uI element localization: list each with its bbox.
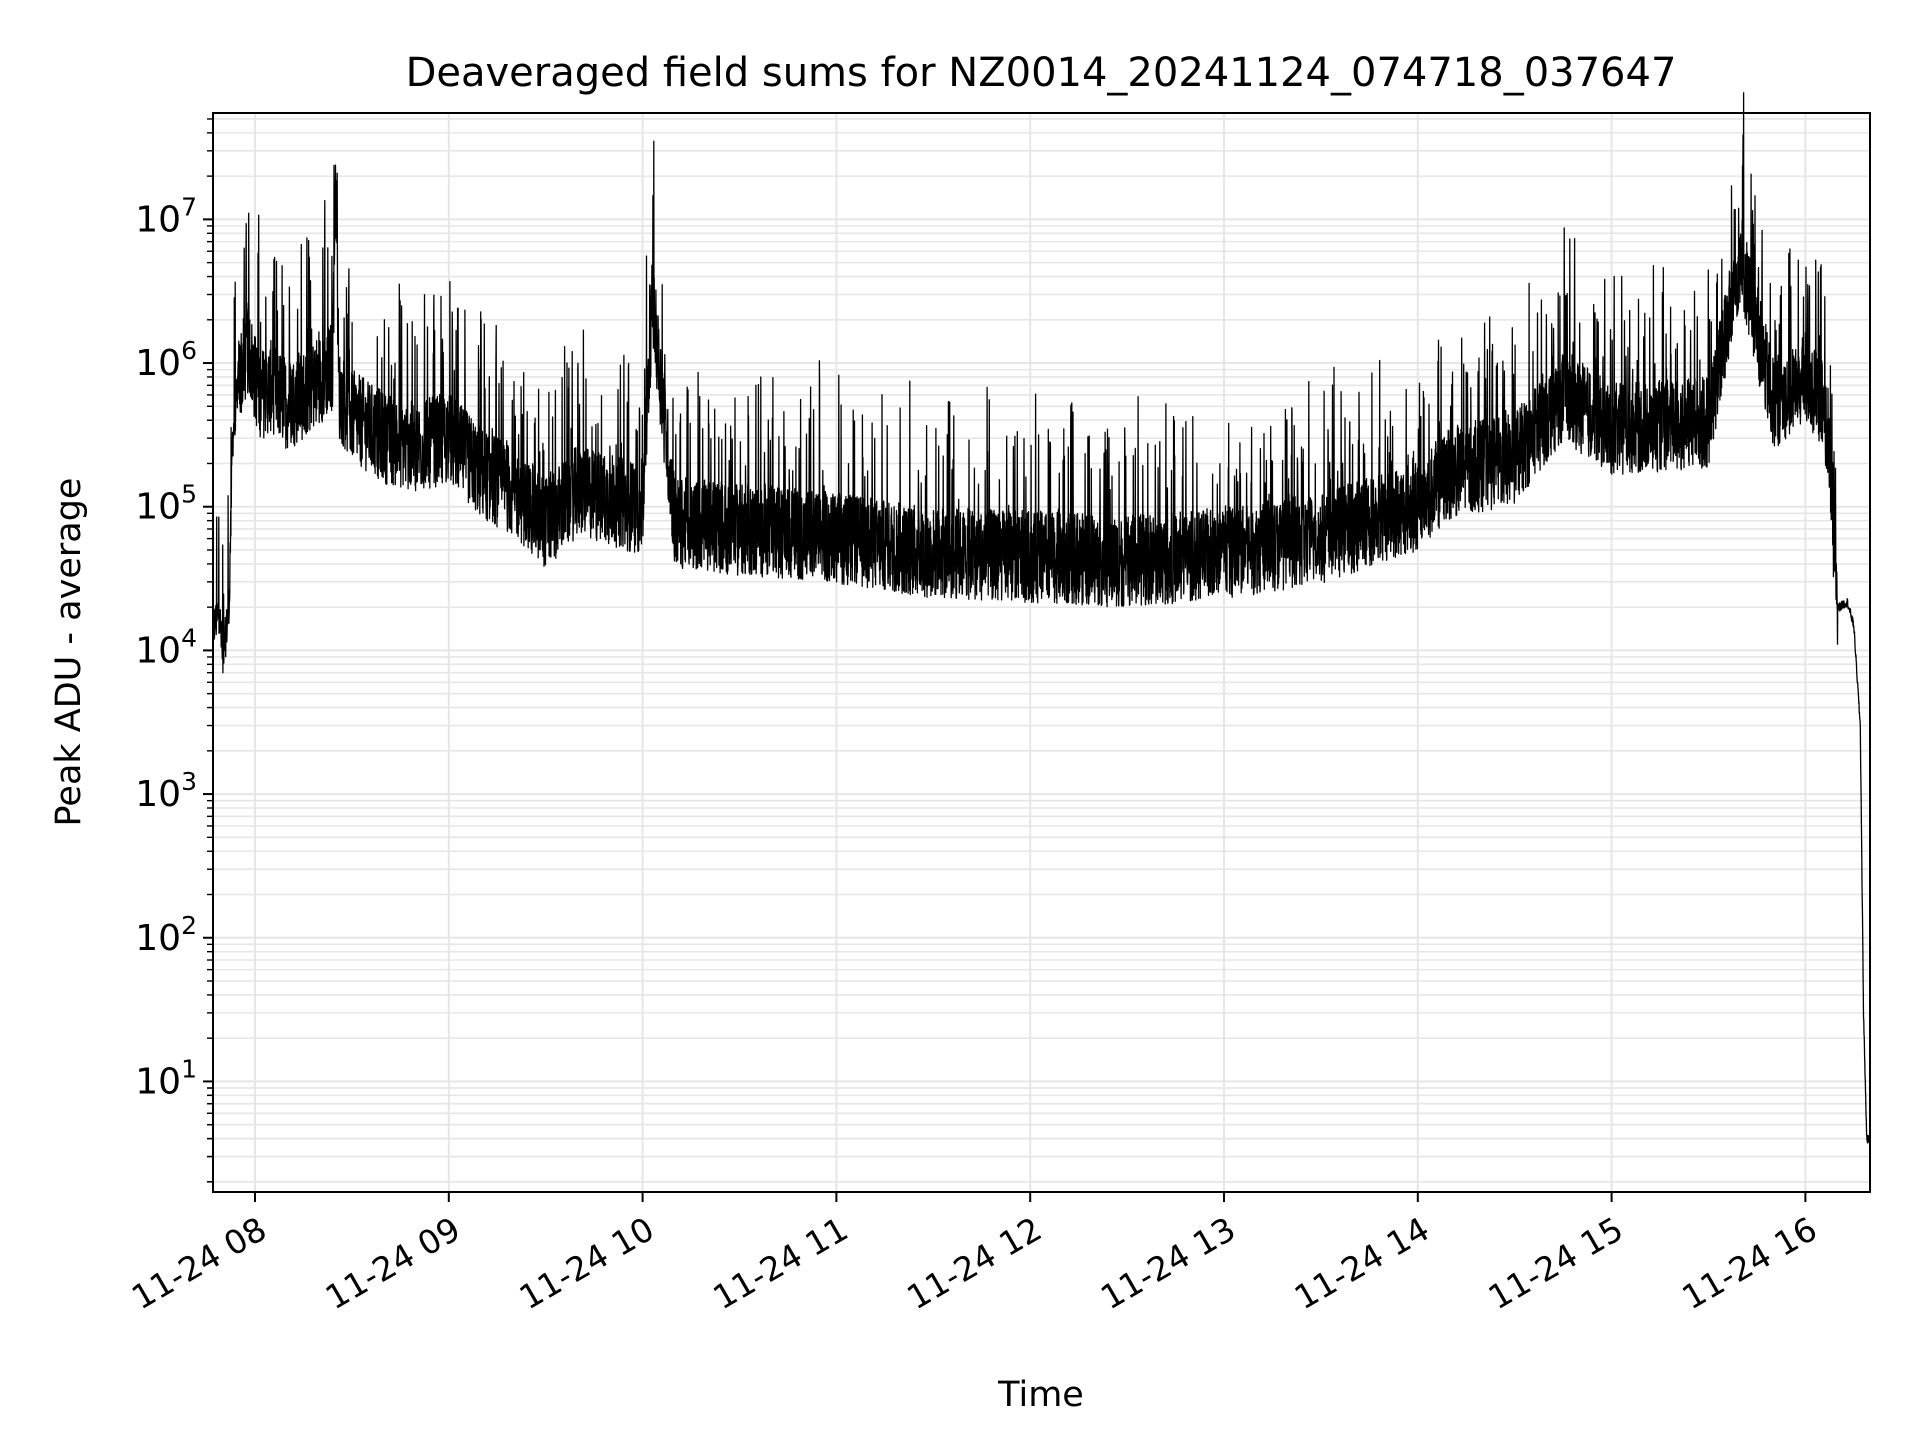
- y-tick-label: 107: [135, 192, 197, 240]
- y-tick-label: 102: [135, 911, 197, 959]
- y-tick-label: 101: [135, 1054, 197, 1102]
- series-line: [212, 92, 1871, 1145]
- y-tick-label: 104: [135, 623, 197, 671]
- x-axis-label: Time: [997, 1375, 1084, 1415]
- series-line-group: [212, 92, 1871, 1145]
- grid-lines: [213, 113, 1870, 1192]
- y-tick-label: 103: [135, 767, 197, 815]
- y-tick-label: 105: [135, 480, 197, 528]
- y-axis-label: Peak ADU - average: [49, 478, 89, 827]
- plot-frame: [212, 112, 1871, 1193]
- chart-title: Deaveraged field sums for NZ0014_2024112…: [406, 50, 1677, 96]
- y-tick-label: 106: [135, 336, 197, 384]
